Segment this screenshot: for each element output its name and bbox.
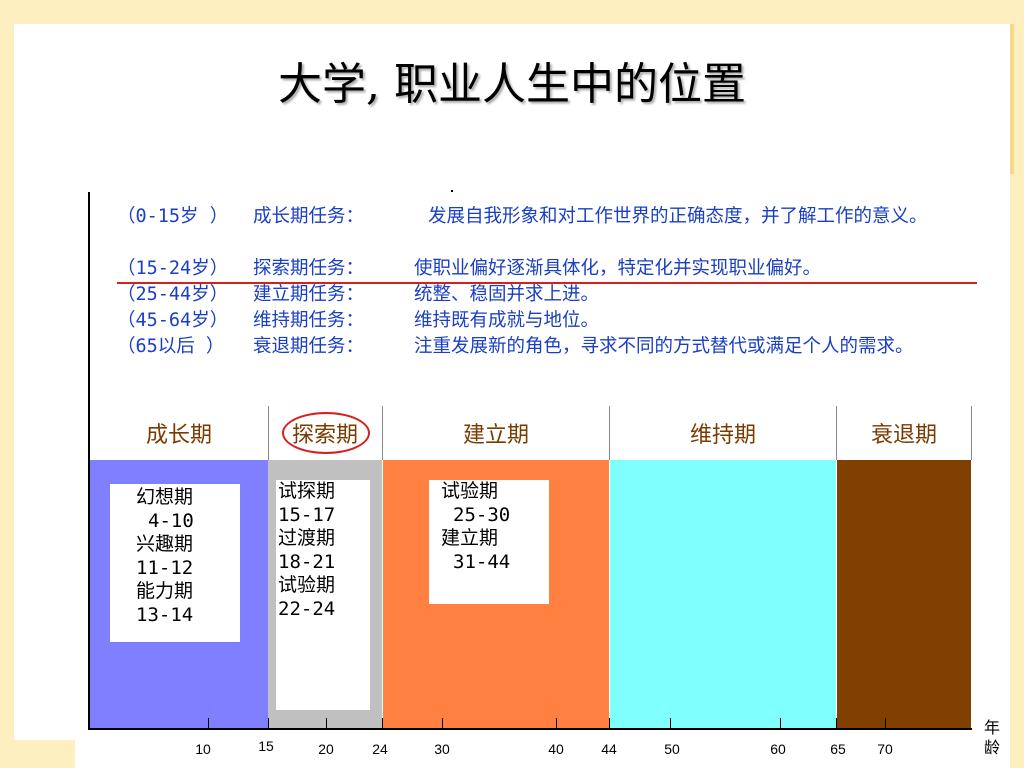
vertical-axis-line <box>88 192 90 730</box>
substage-age: 18-21 <box>278 550 336 573</box>
task-age: （65以后 ） <box>117 336 225 357</box>
axis-tick-label: 60 <box>770 741 786 757</box>
axis-tick <box>556 718 557 728</box>
task-age: （0-15岁 ） <box>117 206 229 227</box>
task-name: 维持期任务： <box>253 310 365 331</box>
axis-tick <box>268 718 269 728</box>
axis-tick <box>885 718 886 728</box>
substage-age: 15-17 <box>278 503 336 526</box>
stage-divider <box>268 406 269 460</box>
substage-name: 试探期 <box>278 480 336 502</box>
stage-label-decline: 衰退期 <box>837 406 971 460</box>
task-desc: 维持既有成就与地位。 <box>414 310 600 331</box>
substage-box-establish: 试验期 25-30 建立期 31-44 <box>429 480 549 604</box>
task-name: 建立期任务： <box>253 284 365 305</box>
task-name: 探索期任务： <box>253 258 365 279</box>
axis-tick-label: 50 <box>664 741 680 757</box>
stage-label-establish: 建立期 <box>383 406 609 460</box>
substage-name: 建立期 <box>441 527 499 549</box>
substage-age: 4-10 <box>148 509 194 532</box>
substage-name: 试验期 <box>441 480 499 502</box>
axis-tick-label: 65 <box>830 741 846 757</box>
axis-tick-label: 20 <box>318 741 334 757</box>
task-desc: 发展自我形象和对工作世界的正确态度，并了解工作的意义。 <box>428 206 928 227</box>
substage-age: 31-44 <box>453 550 511 573</box>
axis-tick-label: 24 <box>372 741 388 757</box>
stage-divider <box>609 406 610 460</box>
task-name: 衰退期任务： <box>253 336 365 357</box>
substage-age: 25-30 <box>453 503 511 526</box>
stage-block-establish: 试验期 25-30 建立期 31-44 <box>383 460 609 728</box>
substage-box-explore: 试探期 15-17 过渡期 18-21 试验期 22-24 <box>276 480 370 710</box>
axis-tick <box>609 718 610 728</box>
axis-label-age: 年龄 <box>984 718 1001 757</box>
substage-name: 幻想期 <box>136 486 194 508</box>
substage-name: 试验期 <box>278 574 336 596</box>
stage-block-growth: 幻想期 4-10 兴趣期 11-12 能力期 13-14 <box>90 460 268 728</box>
task-age: （45-64岁） <box>117 310 229 331</box>
axis-tick <box>836 718 837 728</box>
highlight-underline <box>117 282 977 284</box>
task-desc: 统整、稳固并求上进。 <box>414 284 600 305</box>
substage-age: 13-14 <box>136 603 194 626</box>
slide-frame-bottom <box>0 740 75 768</box>
substage-name: 过渡期 <box>278 527 336 549</box>
task-age: （15-24岁） <box>117 258 229 279</box>
axis-tick <box>326 718 327 728</box>
axis-tick-label: 44 <box>601 741 617 757</box>
stage-label-maintain: 维持期 <box>610 406 836 460</box>
stage-block-maintain <box>610 460 836 728</box>
slide-frame-left <box>0 0 14 768</box>
slide-frame-top <box>0 0 1024 24</box>
stray-dot <box>451 190 453 192</box>
substage-name: 能力期 <box>136 580 194 602</box>
substage-box-growth: 幻想期 4-10 兴趣期 11-12 能力期 13-14 <box>110 484 240 642</box>
axis-tick <box>780 718 781 728</box>
slide-frame-accent <box>1010 24 1014 174</box>
axis-tick <box>208 718 209 728</box>
axis-tick <box>670 718 671 728</box>
substage-list-establish: 试验期 25-30 建立期 31-44 <box>429 480 549 574</box>
stage-block-decline <box>837 460 971 728</box>
substage-list-growth: 幻想期 4-10 兴趣期 11-12 能力期 13-14 <box>110 484 240 627</box>
stage-label-growth: 成长期 <box>90 406 268 460</box>
axis-tick <box>442 718 443 728</box>
substage-list-explore: 试探期 15-17 过渡期 18-21 试验期 22-24 <box>276 480 370 621</box>
axis-tick-label: 30 <box>434 741 450 757</box>
slide-title: 大学, 职业人生中的位置 <box>278 59 746 110</box>
stage-divider <box>836 406 837 460</box>
highlight-circle <box>282 412 370 454</box>
substage-age: 22-24 <box>278 597 336 620</box>
age-axis <box>88 728 972 730</box>
task-desc: 使职业偏好逐渐具体化，特定化并实现职业偏好。 <box>414 258 822 279</box>
axis-tick-label: 70 <box>877 741 893 757</box>
task-age: （25-44岁） <box>117 284 229 305</box>
axis-tick-label: 40 <box>548 741 564 757</box>
stage-divider <box>971 406 972 460</box>
substage-name: 兴趣期 <box>136 533 194 555</box>
task-name: 成长期任务： <box>253 206 365 227</box>
slide-frame-right <box>1010 0 1024 768</box>
substage-age: 11-12 <box>136 556 194 579</box>
axis-tick-label: 15 <box>258 738 274 754</box>
task-desc: 注重发展新的角色，寻求不同的方式替代或满足个人的需求。 <box>414 336 914 357</box>
axis-tick <box>382 718 383 728</box>
axis-tick-label: 10 <box>195 741 211 757</box>
stage-divider <box>382 406 383 460</box>
stage-block-explore: 试探期 15-17 过渡期 18-21 试验期 22-24 <box>268 460 382 728</box>
